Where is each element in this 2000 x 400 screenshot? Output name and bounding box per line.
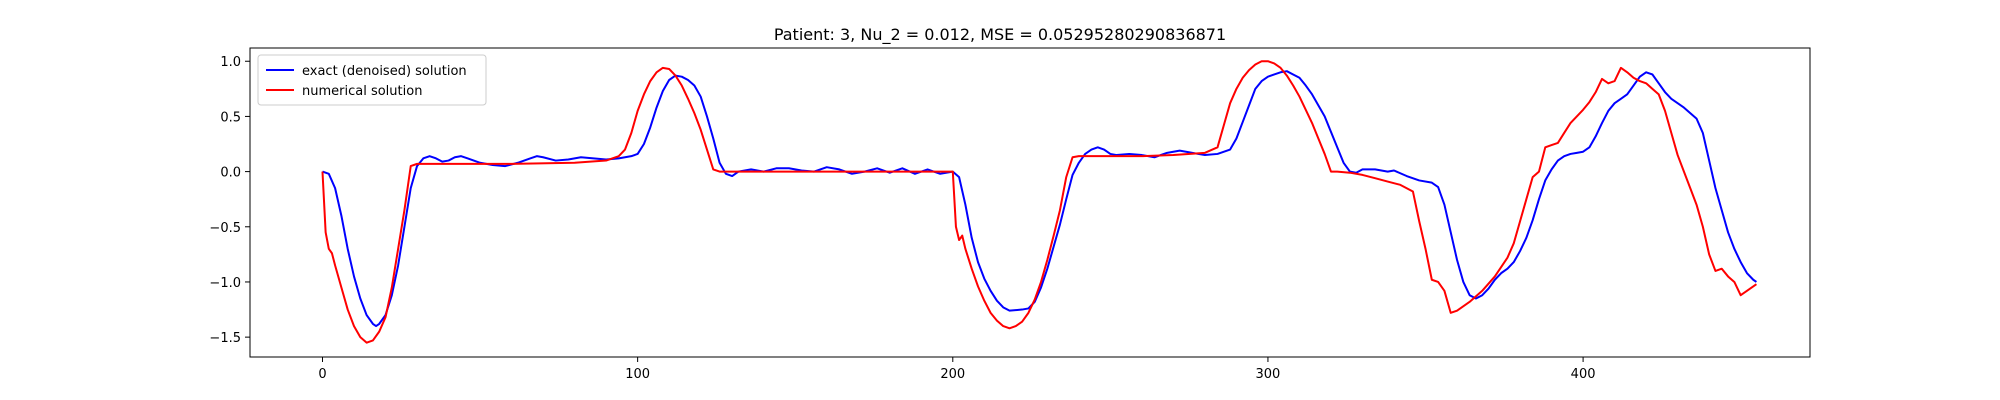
x-tick-label: 0	[318, 367, 326, 382]
x-tick-label: 300	[1256, 367, 1281, 382]
series-line-1	[322, 70, 1757, 328]
x-tick-label: 400	[1571, 367, 1596, 382]
y-tick-label: 0.0	[220, 166, 241, 181]
legend-label-1: exact (denoised) solution	[302, 64, 467, 79]
y-tick-label: −1.0	[209, 276, 241, 291]
x-tick-label: 200	[940, 367, 965, 382]
y-tick-label: 1.0	[220, 55, 241, 70]
y-tick-label: −1.5	[209, 331, 241, 346]
series-line-2	[321, 60, 1757, 344]
plot-area: 0 100 200 300 400 −1.5 −1.0 −0.5 0.0 0.5 1.0 exact …	[209, 47, 1811, 382]
legend-label-2: numerical solution	[302, 84, 422, 99]
y-tick-label: 0.5	[220, 110, 241, 125]
y-tick-label: −0.5	[209, 221, 241, 236]
chart-title: Patient: 3, Nu_2 = 0.012, MSE = 0.052952…	[774, 25, 1226, 45]
x-tick-label: 100	[625, 367, 650, 382]
axes-frame	[249, 47, 1811, 358]
legend-box	[257, 54, 487, 106]
